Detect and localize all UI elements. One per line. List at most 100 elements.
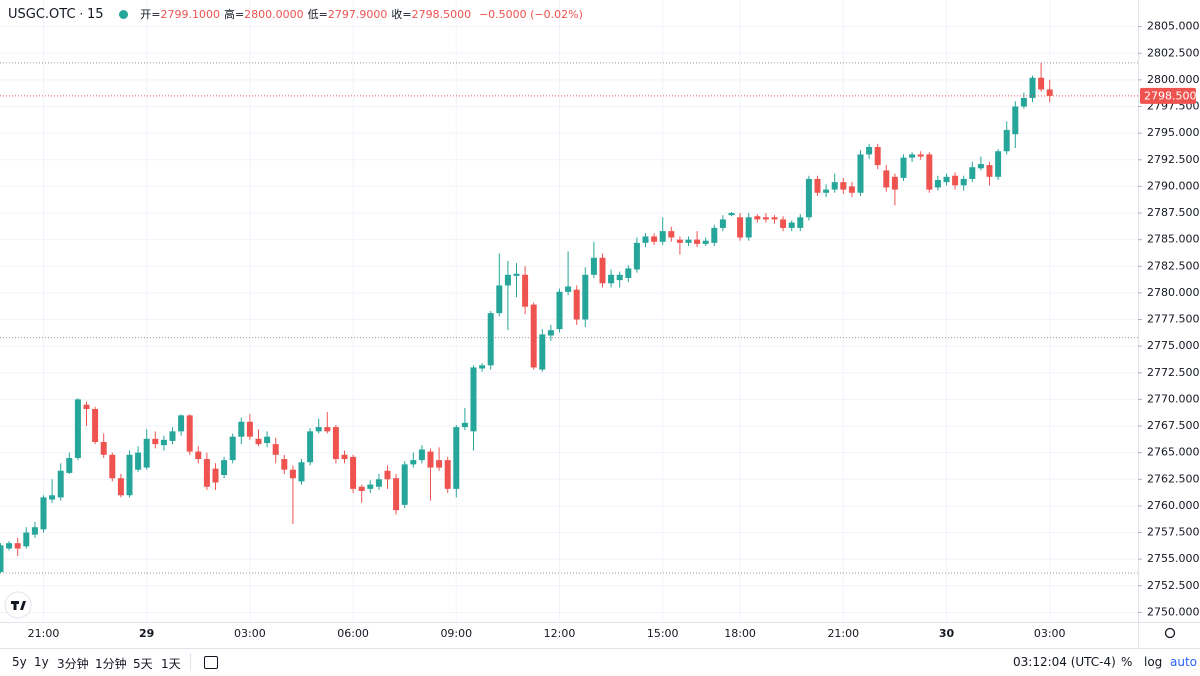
- ohlc-value: 2800.0000: [244, 8, 304, 21]
- candle-body: [367, 484, 374, 489]
- candle-body: [350, 456, 357, 489]
- scale-option[interactable]: auto: [1170, 655, 1198, 669]
- scale-option[interactable]: %: [1121, 655, 1133, 669]
- y-tick-label: 2775.0000: [1147, 339, 1200, 352]
- candle: [332, 424, 339, 464]
- candle-body: [307, 431, 314, 463]
- candle-body: [1020, 97, 1027, 107]
- candle-body: [840, 182, 847, 190]
- candle: [100, 433, 107, 458]
- x-tick-label: 06:00: [337, 627, 369, 640]
- candle: [659, 217, 666, 245]
- candle: [556, 288, 563, 333]
- candle-body: [117, 478, 124, 496]
- candle: [410, 452, 417, 468]
- chart: 2750.0000 2752.5000 2755.0000 2757.5000 2760…: [0, 0, 1200, 648]
- candle: [685, 236, 692, 247]
- candle: [754, 214, 761, 223]
- candle-body: [332, 427, 339, 460]
- scale-option[interactable]: log: [1144, 655, 1163, 669]
- candle: [427, 448, 434, 501]
- candle: [883, 165, 890, 192]
- candle: [823, 184, 830, 198]
- candle-body: [126, 454, 133, 496]
- candle: [513, 263, 520, 298]
- candle-body: [487, 313, 494, 366]
- candle-body: [470, 367, 477, 432]
- ohlc-item: 收=2798.5000: [391, 8, 471, 21]
- candle: [341, 450, 348, 464]
- x-tick-label: 03:00: [234, 627, 266, 640]
- candle-body: [186, 415, 193, 452]
- candle: [1046, 79, 1053, 103]
- candle: [934, 175, 941, 191]
- candle: [840, 177, 847, 194]
- x-tick-label: 30: [939, 627, 955, 640]
- settings-icon[interactable]: [1164, 627, 1176, 639]
- candle-body: [453, 427, 460, 489]
- candle: [969, 161, 976, 183]
- candle-body: [960, 178, 967, 186]
- candle-body: [444, 460, 451, 489]
- candle: [848, 182, 855, 198]
- candle-body: [891, 176, 898, 190]
- compare-button[interactable]: [204, 656, 218, 669]
- candle: [1012, 101, 1019, 149]
- candle-body: [633, 242, 640, 270]
- range-button[interactable]: 3分钟: [57, 657, 89, 671]
- candle-body: [917, 154, 924, 157]
- candle-body: [229, 436, 236, 461]
- candle: [771, 215, 778, 224]
- range-button[interactable]: 1分钟: [95, 657, 127, 671]
- candle-body: [719, 219, 726, 228]
- range-button[interactable]: 5天: [133, 657, 153, 671]
- candle-body: [427, 451, 434, 468]
- candle-body: [49, 495, 56, 500]
- ohlc-value: 2797.9000: [327, 8, 388, 21]
- candle-body: [969, 167, 976, 179]
- candle: [530, 302, 537, 370]
- candle: [762, 213, 769, 223]
- y-tick-label: 2760.0000: [1147, 499, 1200, 512]
- ohlc-value: 2799.1000: [160, 8, 220, 21]
- candle-body: [109, 454, 116, 479]
- candle-body: [573, 289, 580, 320]
- candle-body: [1038, 77, 1045, 90]
- y-tick-label: 2790.0000: [1147, 179, 1200, 192]
- x-tick-label: 21:00: [28, 627, 60, 640]
- candle-body: [31, 527, 38, 535]
- candle-body: [221, 460, 228, 476]
- ohlc-label: 开=: [140, 8, 161, 21]
- ohlc-value: 2798.5000: [411, 8, 472, 21]
- candle-body: [272, 444, 279, 455]
- candle-body: [281, 459, 288, 470]
- candle-body: [805, 178, 812, 218]
- range-button[interactable]: 1y: [34, 655, 49, 669]
- y-tick-label: 2792.5000: [1147, 153, 1200, 166]
- candle-body: [6, 543, 13, 549]
- candle-body: [375, 479, 382, 487]
- candle: [40, 495, 47, 533]
- candle-body: [324, 427, 331, 432]
- candle-body: [556, 291, 563, 330]
- candle: [74, 398, 81, 461]
- range-button[interactable]: 1天: [161, 657, 181, 671]
- candle-body: [728, 213, 735, 216]
- candle-body: [83, 404, 90, 409]
- candle-body: [582, 274, 589, 320]
- candle: [857, 150, 864, 196]
- candle-body: [883, 170, 890, 188]
- ohlc-item: 低=2797.9000: [308, 8, 388, 21]
- candle-body: [625, 268, 632, 278]
- x-tick-label: 12:00: [544, 627, 576, 640]
- separator: [190, 653, 191, 671]
- candle-body: [814, 178, 821, 193]
- candle: [401, 461, 408, 509]
- range-button[interactable]: 5y: [12, 655, 27, 669]
- ohlc-label: 收=: [391, 8, 412, 21]
- candle-body: [195, 451, 202, 460]
- candle-body: [1029, 77, 1036, 98]
- candle: [986, 161, 993, 186]
- candle: [66, 452, 73, 474]
